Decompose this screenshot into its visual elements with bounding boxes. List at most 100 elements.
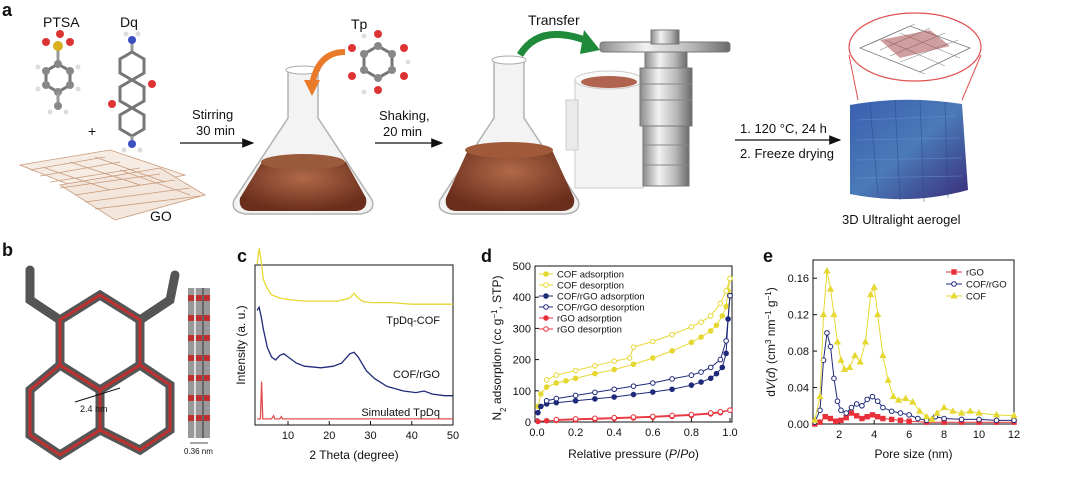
chart-d-xtick-label: 0.0 (529, 427, 544, 439)
chart-d-ylabel-part: N (490, 412, 504, 421)
chart-e-point (861, 337, 870, 345)
chart-e-point (897, 417, 904, 424)
chart-d-point (688, 339, 695, 346)
flask-shaking-icon (438, 55, 580, 215)
chart-d-ytick-label: 200 (513, 355, 531, 367)
chart-d-point (630, 391, 637, 398)
chart-e-point (976, 416, 982, 423)
chart-e-point (906, 418, 912, 424)
chart-c-series-label: Simulated TpDq (361, 407, 440, 419)
step1-line2: 30 min (196, 123, 236, 138)
charts-canvas: c10 20 30 40 502 Theta (degree)Intensity (a.… (234, 246, 1020, 462)
flask-stirring-icon (232, 65, 374, 215)
chart-d-point (553, 416, 560, 423)
chart-d-point (698, 319, 704, 325)
chart-e-point (851, 351, 859, 359)
chart-d-point (543, 417, 550, 424)
chart-e-point (853, 401, 860, 407)
chart-d-legend-marker (543, 271, 549, 277)
chart-e-legend-label: COF/rGO (966, 280, 1007, 291)
chart-d-legend-marker (543, 282, 549, 288)
chart-e-series-line (814, 332, 1014, 423)
chart-d-xlabel-part: / (677, 447, 681, 461)
chart-d-point (688, 372, 695, 378)
chart-e-ylabel-part: V (764, 381, 778, 390)
ptsa-molecule-icon (35, 30, 81, 115)
chart-d-point (592, 396, 598, 402)
chart-d-point (707, 313, 714, 319)
chart-e-point (884, 376, 892, 383)
chart-e-ylabel-part: 3 (764, 339, 773, 344)
chart-d-point (713, 370, 720, 377)
chart-d-ytick-label: 500 (513, 261, 531, 273)
chart-e-legend-marker (951, 281, 957, 287)
chart-e-point (840, 365, 849, 372)
transfer-label: Transfer (528, 12, 580, 28)
chart-d: d 0.0 0.2 0.4 0.6 0.8 1.0 0 100 200 300 400 500 Relat… (481, 246, 738, 461)
chart-d-legend-marker (543, 326, 549, 332)
chart-d-point (723, 288, 729, 294)
chart-e-point (816, 392, 824, 400)
chart-d-point (553, 380, 560, 386)
chart-d-ylabel-part: 2 (499, 407, 508, 412)
dq-molecule-icon (108, 31, 156, 153)
chart-d-point (698, 334, 704, 340)
chart-e-ylabel-part: d (764, 371, 778, 378)
chart-c-series-label: COF/rGO (393, 369, 440, 381)
chart-e-ylabel-part: −1 (764, 291, 773, 301)
chart-d-xtick-label: 0.8 (684, 427, 699, 439)
chart-d-point (611, 414, 618, 421)
chart-e-point (879, 351, 887, 359)
chart-e-point (975, 409, 983, 416)
chart-e-ytick-label: 0.08 (788, 346, 809, 358)
chart-d-point (669, 412, 675, 419)
chart-d-point (688, 382, 695, 388)
chart-d-legend-label: rGO adsorption (557, 314, 622, 325)
chart-e-legend-label: COF (966, 292, 986, 303)
panel-a-schematic (18, 12, 982, 221)
chart-d-legend-marker (543, 304, 549, 310)
chart-e-point (966, 407, 974, 414)
chart-d-point (669, 376, 675, 382)
chart-d-point (717, 300, 724, 307)
chart-e-point (824, 330, 830, 336)
step2-line2: 20 min (383, 124, 423, 139)
chart-c-frame (254, 264, 454, 426)
chart-d-point (553, 395, 560, 402)
chart-e-point (856, 358, 864, 365)
chart-d-ytick-label: 300 (513, 323, 531, 335)
chart-e-point (843, 414, 849, 421)
chart-d-point (572, 416, 579, 422)
chart-e-point (941, 415, 947, 422)
chart-e-ylabel: dV(d) (cm3 nm−1 g−1) (764, 287, 779, 396)
product-label: 3D Ultralight aerogel (842, 212, 961, 227)
chart-e-point (827, 415, 834, 422)
chart-e-xtick-label: 6 (906, 429, 912, 441)
chart-e-xlabel: Pore size (nm) (874, 447, 952, 461)
chart-e-xtick-label: 12 (1008, 429, 1020, 441)
chart-d-point (611, 358, 618, 364)
chart-d-point (669, 331, 675, 338)
chart-e-point (940, 403, 948, 411)
chart-e-ytick-label: 0.12 (788, 310, 809, 322)
chart-d-ytick-label: 100 (513, 386, 531, 398)
chart-e-point (874, 398, 881, 405)
panel-b-label: b (2, 240, 13, 260)
chart-d-xtick-label: 0.4 (607, 427, 622, 439)
step1-line1: Stirring (192, 107, 234, 122)
chart-e-point (822, 414, 828, 420)
chart-d-point (626, 355, 633, 361)
chart-d-legend-label: rGO desorption (557, 325, 622, 336)
chart-e-point (933, 409, 941, 416)
chart-e-ytick-label: 0.16 (788, 273, 809, 285)
chart-d-point (650, 338, 656, 345)
chart-d-point (688, 324, 695, 330)
chart-d-point (630, 361, 637, 368)
chart-e-point (817, 419, 823, 425)
chart-e-ylabel-part: ) (764, 287, 778, 291)
chart-c-xtick-label: 10 (282, 430, 294, 442)
chart-c-ylabel: Intensity (a. u.) (234, 305, 248, 384)
chart-e-ylabel-part: nm (764, 320, 778, 340)
chart-d-xtick-label: 0.2 (568, 427, 583, 439)
chart-e-point (846, 363, 854, 371)
